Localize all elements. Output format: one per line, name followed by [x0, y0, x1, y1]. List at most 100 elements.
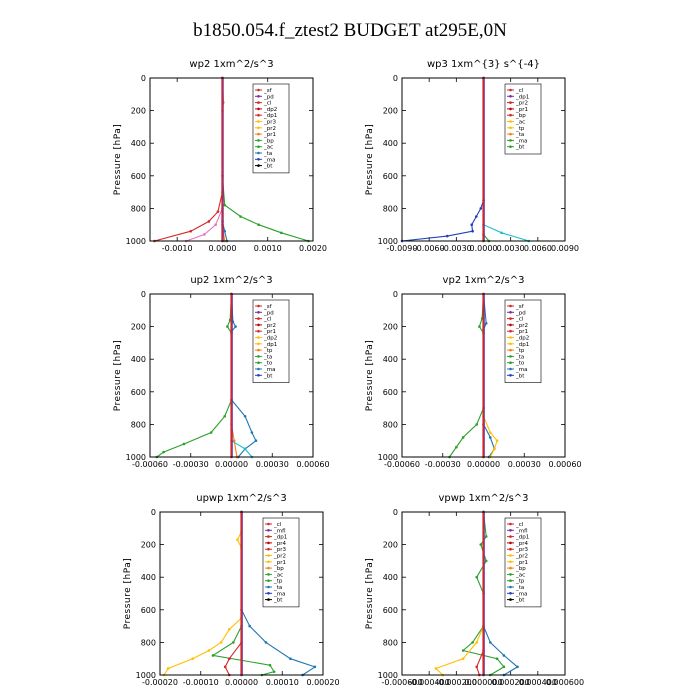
legend-marker: [257, 164, 260, 167]
legend-entry: _pr4: [515, 541, 529, 547]
plot-frame: [149, 77, 314, 242]
plot-title: upwp 1xm^2/s^3: [196, 493, 286, 504]
series-point: [254, 439, 258, 443]
legend-marker: [509, 317, 512, 320]
legend-marker: [509, 573, 512, 576]
legend-entry: _pr2: [515, 101, 528, 107]
x-tick-label: 0.00000: [215, 460, 248, 469]
x-tick-label: -0.00010: [183, 678, 219, 687]
plot-frame: [149, 293, 314, 458]
series-point: [203, 233, 206, 236]
series-point: [502, 665, 506, 669]
series-point: [257, 223, 260, 226]
legend: _cl_mfl_dp1_pr4_pr3_pr2_pr1_bp_ac_tp_ta_…: [262, 517, 300, 608]
plot-title: vpwp 1xm^2/s^3: [438, 493, 528, 504]
series-point: [495, 657, 499, 660]
legend-entry: _tp: [263, 348, 273, 354]
y-tick-label: 0: [141, 290, 146, 299]
y-tick-label: 200: [141, 541, 156, 550]
x-tick-label: 0.0090: [551, 244, 579, 253]
series-point: [248, 624, 251, 628]
legend-entry: _dp1: [273, 535, 287, 541]
legend-entry: _ma: [273, 591, 285, 597]
legend-entry: _pr1: [263, 132, 276, 138]
plot-panel-5: upwp 1xm^2/s^3 Pressure [hPa] -0.00020 -0.0…: [123, 493, 340, 687]
legend-entry: _pr1: [515, 560, 528, 566]
x-tick-label: -0.000600: [381, 678, 422, 687]
series-point: [461, 657, 465, 660]
legend-marker: [267, 592, 270, 595]
y-tick-label: 600: [131, 388, 146, 397]
legend-entry: _cl: [263, 317, 272, 323]
legend-entry: _ta: [263, 354, 272, 360]
y-tick-label: 400: [131, 355, 146, 364]
legend-marker: [267, 522, 270, 526]
legend-entry: _cl: [515, 88, 524, 94]
legend-entry: _pr4: [273, 541, 287, 547]
series-point: [243, 414, 247, 418]
legend-entry: _bt: [273, 598, 283, 604]
legend-entry: _bp: [263, 138, 274, 144]
legend-marker: [509, 311, 512, 314]
plot-title: vp2 1xm^2/s^3: [443, 275, 525, 286]
legend-marker: [257, 323, 260, 327]
series-line-2: [230, 293, 257, 458]
legend-entry: _cl: [515, 522, 524, 528]
legend-marker: [257, 132, 260, 136]
series-point: [223, 414, 227, 418]
series-point: [289, 657, 292, 660]
legend-marker: [509, 336, 512, 339]
plot-panel-1: wp2 1xm^2/s^3 Pressure [hPa] -0.0010 0.0000…: [113, 59, 327, 253]
y-tick-label: 800: [141, 638, 156, 647]
legend-marker: [509, 139, 512, 142]
y-tick-label: 600: [131, 172, 146, 181]
x-tick-label: 0.0060: [524, 244, 552, 253]
x-tick-label: -0.00060: [132, 460, 168, 469]
legend-entry: _tp: [515, 348, 525, 354]
series-point: [475, 641, 479, 644]
series-line-1: [156, 293, 233, 458]
legend-marker: [257, 120, 260, 123]
series-line-3: [434, 512, 485, 676]
series-point: [516, 665, 519, 669]
y-axis-label: Pressure [hPa]: [365, 124, 375, 196]
x-tick-label: 0.00010: [266, 678, 299, 687]
legend-entry: _pd: [263, 310, 274, 316]
legend-entry: _sf: [263, 88, 273, 94]
series-point: [493, 447, 496, 451]
legend-entry: _ma: [263, 157, 275, 163]
legend-entry: _mfl: [273, 528, 286, 534]
legend-entry: _ma: [263, 367, 275, 373]
y-tick-label: 1000: [378, 237, 398, 246]
legend-entry: _dp1: [263, 342, 277, 348]
legend-marker: [267, 541, 270, 545]
series-point: [234, 325, 237, 328]
legend-entry: _tp: [273, 579, 283, 585]
legend-marker: [509, 367, 512, 371]
series-line-3: [186, 78, 223, 242]
legend-entry: _ta: [263, 151, 272, 157]
y-tick-label: 200: [131, 323, 146, 332]
series-point: [475, 423, 479, 426]
series-point: [461, 436, 465, 439]
legend-marker: [509, 361, 512, 365]
series-point: [223, 665, 227, 669]
legend-marker: [257, 355, 260, 358]
legend-entry: _pr2: [263, 323, 276, 329]
legend-marker: [509, 323, 512, 327]
x-tick-label: 0.00030: [508, 460, 541, 469]
series-point: [445, 234, 449, 238]
y-axis-label: Pressure [hPa]: [365, 558, 375, 630]
legend-marker: [267, 529, 270, 532]
series-point: [484, 535, 488, 538]
series-point: [488, 436, 492, 439]
legend-entry: _dp1: [515, 535, 529, 541]
x-tick-label: 0.00000: [225, 678, 258, 687]
series-point: [207, 220, 211, 223]
plot-frame: [401, 293, 566, 458]
series-point: [500, 231, 503, 235]
legend-entry: _mfl: [515, 528, 528, 534]
legend-marker: [509, 592, 512, 595]
x-tick-label: 0.00000: [467, 460, 500, 469]
legend-marker: [509, 579, 512, 582]
